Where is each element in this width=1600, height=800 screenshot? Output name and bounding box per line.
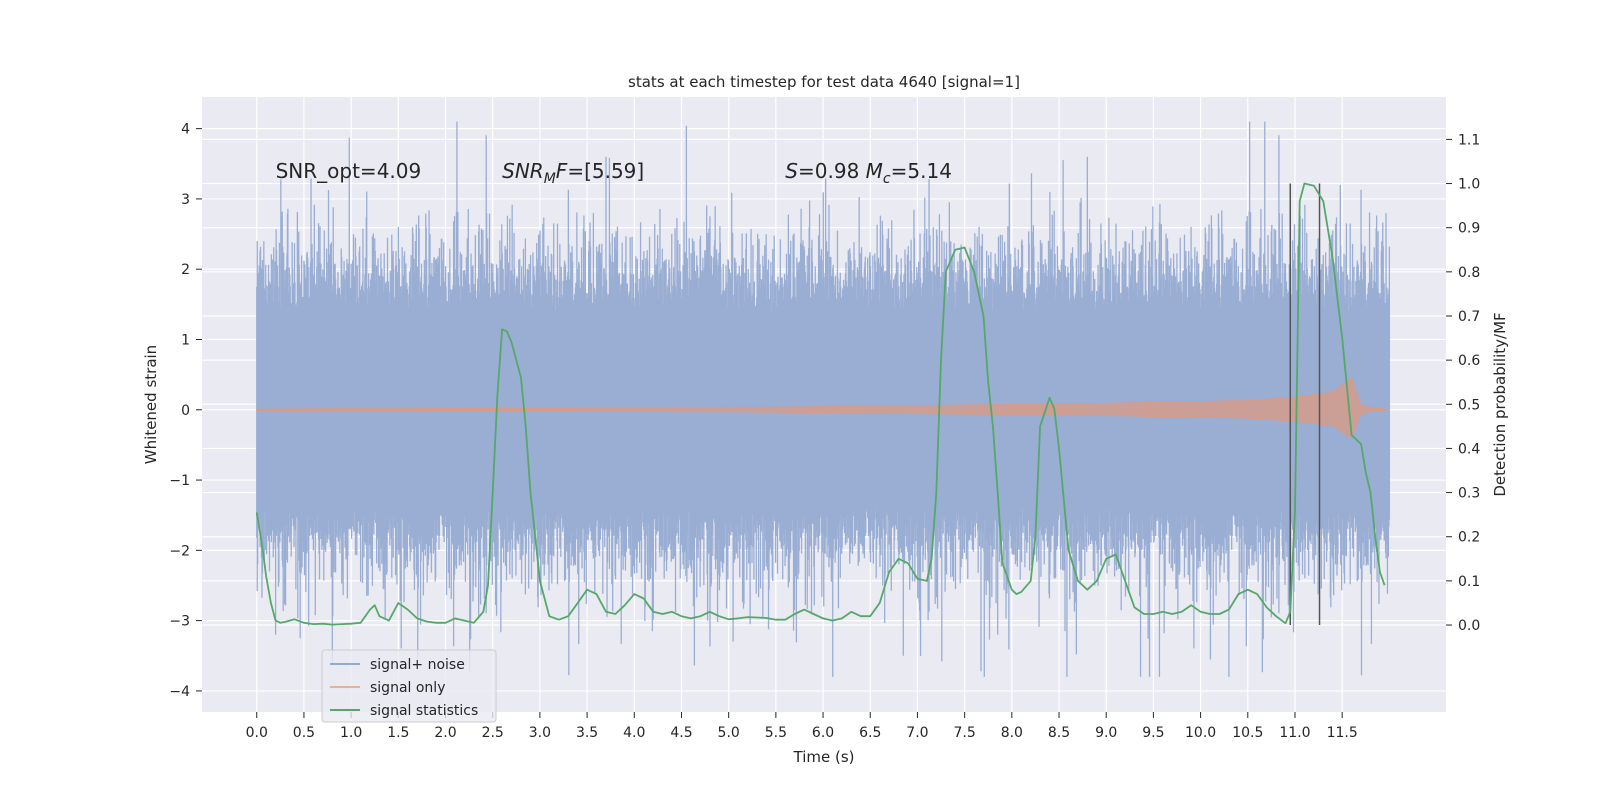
x-tick-label: 6.0	[812, 725, 834, 741]
annotation-text: S=0.98 Mc=5.14	[785, 159, 952, 187]
x-tick-label: 2.0	[434, 725, 456, 741]
left-y-axis-label: Whitened strain	[142, 345, 160, 464]
right-y-tick-label: 0.6	[1458, 353, 1480, 369]
x-axis-label: Time (s)	[793, 748, 855, 766]
x-tick-label: 3.5	[576, 725, 598, 741]
right-y-tick-label: 1.1	[1458, 132, 1480, 148]
right-y-tick-label: 0.8	[1458, 265, 1480, 281]
annotation-text: SNR_opt=4.09	[276, 159, 422, 183]
left-y-tick-label: 2	[181, 262, 190, 278]
left-y-axis-ticks: −4 −3 −2 −1 0 1 2 3 4	[169, 122, 202, 700]
right-y-axis-label: Detection probability/MF	[1491, 312, 1509, 496]
right-y-tick-label: 0.0	[1458, 618, 1480, 634]
x-tick-label: 11.0	[1279, 725, 1310, 741]
legend-label: signal+ noise	[370, 657, 465, 673]
x-tick-label: 8.0	[1001, 725, 1023, 741]
signal-only-band	[256, 377, 1390, 439]
signal-only-series	[256, 377, 1390, 439]
right-y-tick-label: 0.1	[1458, 574, 1480, 590]
x-tick-label: 11.5	[1327, 725, 1358, 741]
x-tick-label: 9.5	[1142, 725, 1164, 741]
chart-title: stats at each timestep for test data 464…	[628, 73, 1020, 91]
right-y-tick-label: 0.9	[1458, 221, 1480, 237]
right-y-tick-label: 0.2	[1458, 530, 1480, 546]
x-tick-label: 5.0	[718, 725, 740, 741]
left-y-tick-label: 1	[181, 332, 190, 348]
x-tick-label: 7.0	[906, 725, 928, 741]
vertical-markers	[1289, 183, 1321, 626]
x-tick-label: 10.5	[1232, 725, 1263, 741]
left-y-tick-label: −4	[169, 684, 190, 700]
right-y-tick-label: 1.0	[1458, 177, 1480, 193]
right-y-tick-label: 0.5	[1458, 397, 1480, 413]
x-tick-label: 5.5	[765, 725, 787, 741]
x-tick-label: 10.0	[1185, 725, 1216, 741]
x-tick-label: 4.0	[623, 725, 645, 741]
x-tick-label: 7.5	[954, 725, 976, 741]
x-tick-label: 4.5	[670, 725, 692, 741]
left-y-tick-label: −2	[169, 543, 190, 559]
x-tick-label: 3.0	[529, 725, 551, 741]
x-tick-label: 1.0	[340, 725, 362, 741]
x-tick-label: 6.5	[859, 725, 881, 741]
legend: signal+ noise signal only signal statistic…	[321, 649, 497, 723]
right-y-tick-label: 0.3	[1458, 486, 1480, 502]
legend-box	[321, 649, 497, 723]
annotations: SNR_opt=4.09 SNRMF=[5.59] S=0.98 Mc=5.14	[276, 159, 952, 187]
right-y-axis-ticks: 0.0 0.1 0.2 0.3 0.4 0.5 0.6 0.7 0.8 0.9 1.0 1.1	[1446, 132, 1480, 634]
x-tick-label: 0.0	[246, 725, 268, 741]
left-y-tick-label: 0	[181, 403, 190, 419]
signal-statistics-series	[255, 182, 1386, 626]
signal-statistics-line	[255, 182, 1386, 626]
left-y-tick-label: 4	[181, 122, 190, 138]
x-tick-label: 2.5	[482, 725, 504, 741]
x-tick-label: 8.5	[1048, 725, 1070, 741]
x-tick-label: 9.0	[1095, 725, 1117, 741]
x-axis-ticks: 0.0 0.5 1.0 1.5 2.0 2.5 3.0 3.5 4.0 4.5 5.0 5.5 6.0 6…	[246, 712, 1358, 741]
x-tick-label: 1.5	[387, 725, 409, 741]
x-tick-label: 0.5	[293, 725, 315, 741]
annotation-text: SNRMF=[5.59]	[502, 159, 644, 187]
right-y-tick-label: 0.4	[1458, 441, 1480, 457]
right-y-tick-label: 0.7	[1458, 309, 1480, 325]
left-y-tick-label: −1	[169, 473, 190, 489]
left-y-tick-label: 3	[181, 192, 190, 208]
legend-label: signal statistics	[370, 703, 478, 719]
left-y-tick-label: −3	[169, 614, 190, 630]
legend-label: signal only	[370, 680, 445, 696]
